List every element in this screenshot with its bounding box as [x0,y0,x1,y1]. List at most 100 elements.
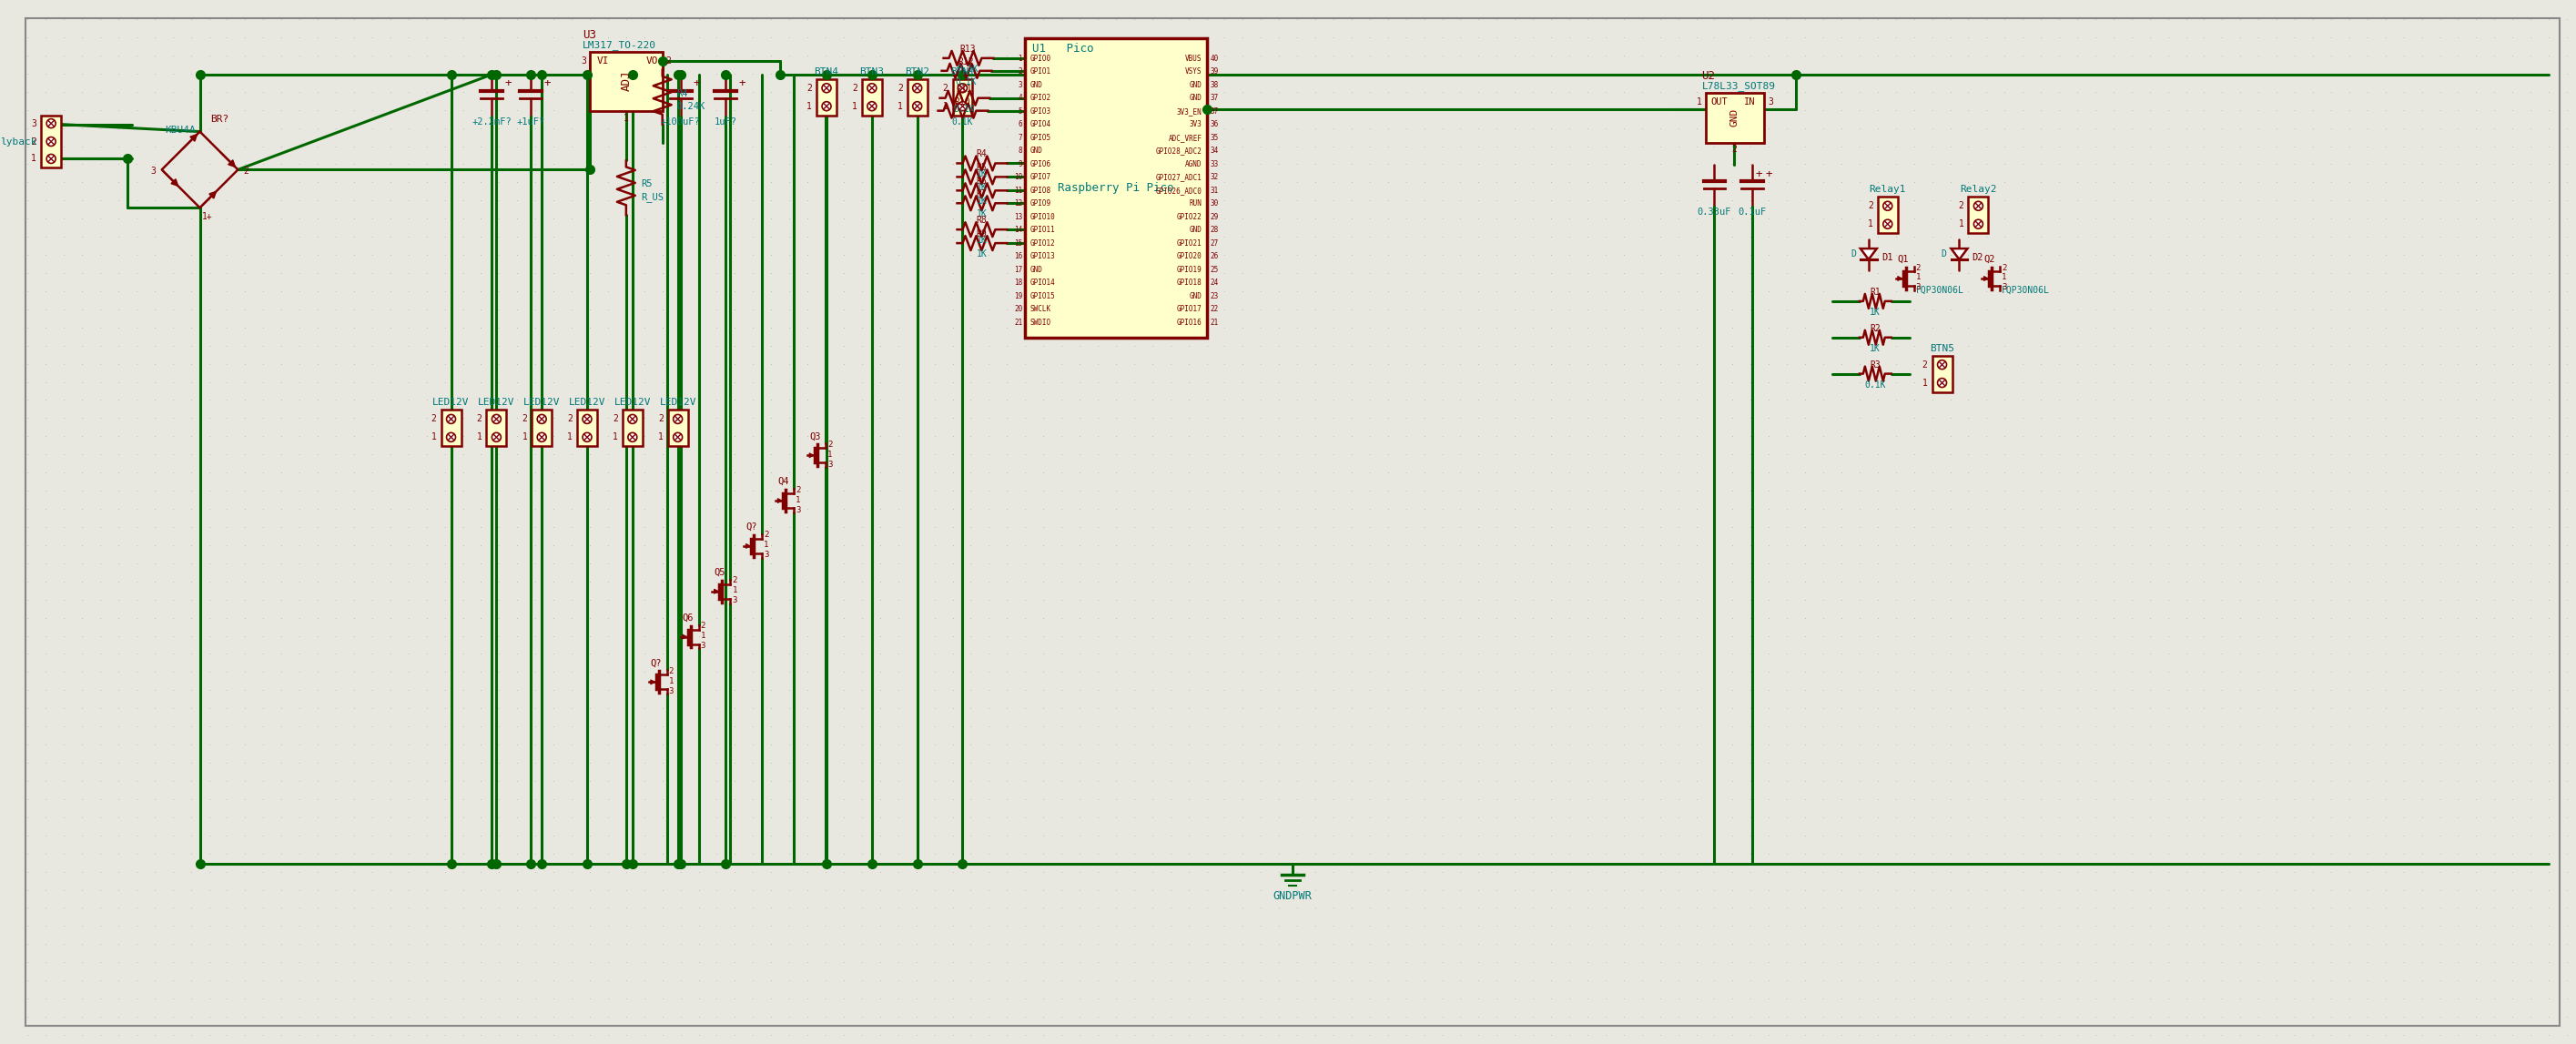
Circle shape [1937,378,1947,387]
Text: 2: 2 [1917,263,1922,271]
Text: 3: 3 [701,642,706,649]
Text: 2: 2 [732,576,737,585]
Text: 38: 38 [1211,80,1218,89]
Text: FQP30N06L: FQP30N06L [2002,286,2050,294]
Text: GPIO18: GPIO18 [1177,279,1203,287]
Text: 30: 30 [1211,199,1218,208]
Text: OUT: OUT [1710,97,1728,106]
Text: 1: 1 [623,114,629,122]
Text: 39: 39 [1211,68,1218,76]
Circle shape [492,432,500,442]
Circle shape [446,414,456,424]
Text: +: + [739,77,744,90]
Text: R5: R5 [641,180,652,189]
Text: 0.1K: 0.1K [953,117,974,126]
Text: VO: VO [647,56,659,66]
Text: 0.1K: 0.1K [1865,380,1886,389]
Text: 2: 2 [853,84,858,93]
Text: 20: 20 [1015,306,1023,313]
Bar [623,410,641,446]
Text: Relay1: Relay1 [1870,185,1906,194]
Circle shape [672,432,683,442]
Text: 1: 1 [796,496,801,504]
Text: BTN3: BTN3 [860,67,884,76]
Text: 2: 2 [765,531,768,540]
Text: R11: R11 [956,85,971,94]
Text: R10: R10 [956,97,971,106]
Circle shape [1973,219,1984,229]
Text: GPIO12: GPIO12 [1030,239,1056,247]
Text: 0.1K: 0.1K [953,104,976,114]
Text: 1: 1 [670,678,675,685]
Bar [41,115,62,168]
Text: 1: 1 [943,101,948,111]
Text: Q6: Q6 [683,613,693,622]
Text: 1: 1 [1922,378,1927,387]
Circle shape [46,137,57,146]
Text: 17: 17 [1015,266,1023,274]
Text: GND: GND [1190,94,1203,102]
Text: R7: R7 [976,190,987,198]
Text: 2: 2 [827,441,832,449]
Bar [577,410,598,446]
Text: 1: 1 [765,541,768,549]
Text: D2: D2 [1973,253,1984,262]
Text: 22: 22 [1211,306,1218,313]
Text: 19: 19 [1015,292,1023,301]
Text: 1K: 1K [976,184,987,192]
Text: 26: 26 [1211,253,1218,261]
Circle shape [582,414,592,424]
Text: R8: R8 [976,216,987,226]
Text: D: D [1942,250,1947,259]
Text: 8: 8 [1018,147,1023,155]
Text: VBUS: VBUS [1185,54,1203,63]
Text: GPIO7: GPIO7 [1030,173,1051,182]
Text: 3V3_EN: 3V3_EN [1177,108,1203,115]
Text: GPIO5: GPIO5 [1030,134,1051,142]
Text: 2: 2 [523,414,528,424]
Text: GPIO9: GPIO9 [1030,199,1051,208]
Text: Q2: Q2 [1984,255,1996,264]
Text: 37: 37 [1211,94,1218,102]
Text: 2: 2 [477,414,482,424]
Circle shape [672,414,683,424]
Circle shape [868,101,876,111]
Text: R9: R9 [976,230,987,239]
Text: 25: 25 [1211,266,1218,274]
Text: 12: 12 [1015,199,1023,208]
Text: +: + [693,77,701,90]
Text: Q?: Q? [747,522,757,531]
Text: 7: 7 [1018,134,1023,142]
Text: GPIO14: GPIO14 [1030,279,1056,287]
Text: 1: 1 [1018,54,1023,63]
Bar [590,52,662,111]
Text: +: + [544,77,551,90]
Text: 1: 1 [732,587,737,595]
Text: SWDIO: SWDIO [1030,318,1051,327]
Text: GNDPWR: GNDPWR [1273,891,1311,902]
Text: 2: 2 [1958,201,1963,211]
Text: 1: 1 [567,432,572,442]
Text: 3: 3 [765,551,768,560]
Text: R12: R12 [958,57,974,67]
Text: R_US: R_US [641,192,665,201]
Text: AGND: AGND [1185,160,1203,168]
Text: GND: GND [1030,147,1043,155]
Polygon shape [1860,248,1878,260]
Bar [1932,356,1953,392]
Text: LED12V: LED12V [613,398,652,407]
Bar [863,79,881,115]
Text: 1: 1 [827,450,832,458]
Text: 2: 2 [670,667,675,675]
Text: 3: 3 [827,460,832,469]
Text: 1: 1 [430,432,435,442]
Text: 14: 14 [1015,227,1023,234]
Text: 1: 1 [657,432,662,442]
Text: BTN1: BTN1 [951,67,974,76]
Text: 40: 40 [1211,54,1218,63]
Bar [1968,197,1989,233]
Text: R2: R2 [1870,324,1880,333]
Text: SWCLK: SWCLK [1030,306,1051,313]
Text: GPIO16: GPIO16 [1177,318,1203,327]
Text: +: + [505,77,513,90]
